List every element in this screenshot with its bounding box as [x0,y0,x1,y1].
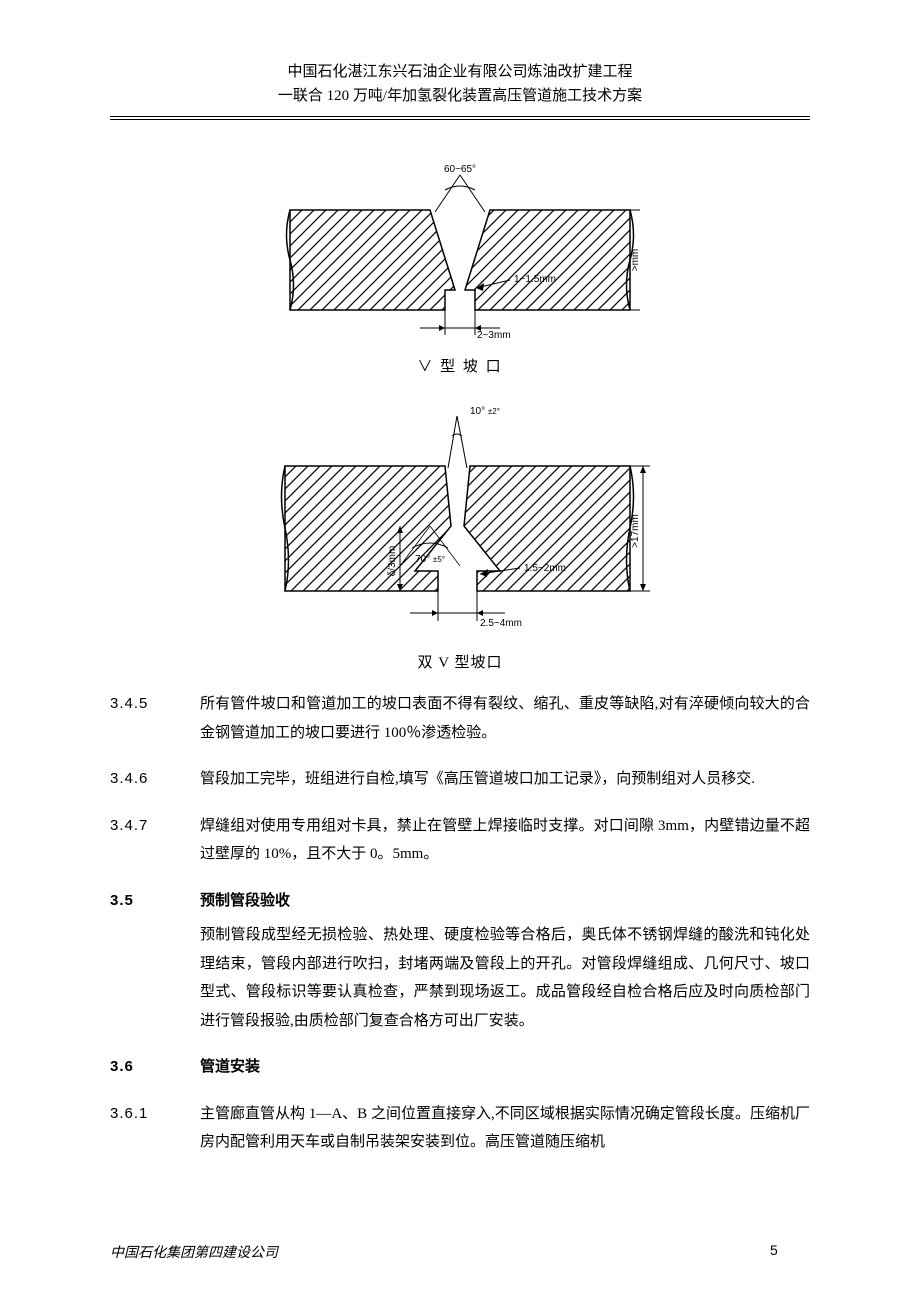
num-346: 3.4.6 [110,765,200,794]
header-line2: 一联合 120 万吨/年加氢裂化装置高压管道施工技术方案 [110,84,810,108]
thickness-label-1: >mm [630,249,640,272]
text-36: 管道安装 [200,1053,810,1082]
footer-page: 5 [770,1242,810,1262]
text-361: 主管廊直管从构 1—A、B 之间位置直接穿入,不同区域根据实际情况确定管段长度。… [200,1100,810,1157]
item-361: 3.6.1 主管廊直管从构 1—A、B 之间位置直接穿入,不同区域根据实际情况确… [110,1100,810,1157]
num-361: 3.6.1 [110,1100,200,1129]
item-347: 3.4.7 焊缝组对使用专用组对卡具，禁止在管壁上焊接临时支撑。对口间隙 3mm… [110,812,810,869]
root-face2: 1.5~2mm [524,563,566,574]
text-345: 所有管件坡口和管道加工的坡口表面不得有裂纹、缩孔、重皮等缺陷,对有淬硬倾向较大的… [200,690,810,747]
num-35: 3.5 [110,887,200,916]
header-line1: 中国石化湛江东兴石油企业有限公司炼油改扩建工程 [110,60,810,84]
num-347: 3.4.7 [110,812,200,841]
item-345: 3.4.5 所有管件坡口和管道加工的坡口表面不得有裂纹、缩孔、重皮等缺陷,对有淬… [110,690,810,747]
num-345: 3.4.5 [110,690,200,719]
angle-top-label: 60~65° [444,164,476,175]
angle-mid: 70° ±5° [415,554,445,565]
v-groove-svg: 60~65° 1~1.5mm 2~3mm >mm [280,160,640,340]
root-gap-label: 2~3mm [477,330,511,340]
page: 中国石化湛江东兴石油企业有限公司炼油改扩建工程 一联合 120 万吨/年加氢裂化… [0,0,920,1302]
text-35: 预制管段验收 [200,887,810,916]
diagram-double-v-groove: 10° ±2° 70° ±5° δ/3mm 1.5~2mm 2.5~4mm [110,396,810,672]
text-347: 焊缝组对使用专用组对卡具，禁止在管壁上焊接临时支撑。对口间隙 3mm，内壁错边量… [200,812,810,869]
caption-double-v: 双 V 型坡口 [110,651,810,672]
delta-label: δ/3mm [387,546,398,577]
root-gap2: 2.5~4mm [480,618,522,629]
item-35: 3.5 预制管段验收 [110,887,810,916]
root-face-label: 1~1.5mm [514,274,556,285]
text-35b: 预制管段成型经无损检验、热处理、硬度检验等合格后，奥氏体不锈钢焊缝的酸洗和钝化处… [200,921,810,1035]
num-36: 3.6 [110,1053,200,1082]
text-346: 管段加工完毕，班组进行自检,填写《高压管道坡口加工记录》，向预制组对人员移交. [200,765,810,794]
page-header: 中国石化湛江东兴石油企业有限公司炼油改扩建工程 一联合 120 万吨/年加氢裂化… [110,60,810,120]
header-divider [110,116,810,120]
double-v-svg: 10° ±2° 70° ±5° δ/3mm 1.5~2mm 2.5~4mm [270,396,650,636]
footer-org: 中国石化集团第四建设公司 [110,1242,770,1262]
thickness2: >17mm [630,514,641,548]
angle-top2: 10° ±2° [470,406,500,417]
item-35-body: 预制管段成型经无损检验、热处理、硬度检验等合格后，奥氏体不锈钢焊缝的酸洗和钝化处… [110,921,810,1035]
diagram-v-groove: 60~65° 1~1.5mm 2~3mm >mm ∨ 型 坡 口 [110,160,810,376]
item-36: 3.6 管道安装 [110,1053,810,1082]
caption-v: ∨ 型 坡 口 [110,355,810,376]
item-346: 3.4.6 管段加工完毕，班组进行自检,填写《高压管道坡口加工记录》，向预制组对… [110,765,810,794]
page-footer: 中国石化集团第四建设公司 5 [110,1242,810,1262]
